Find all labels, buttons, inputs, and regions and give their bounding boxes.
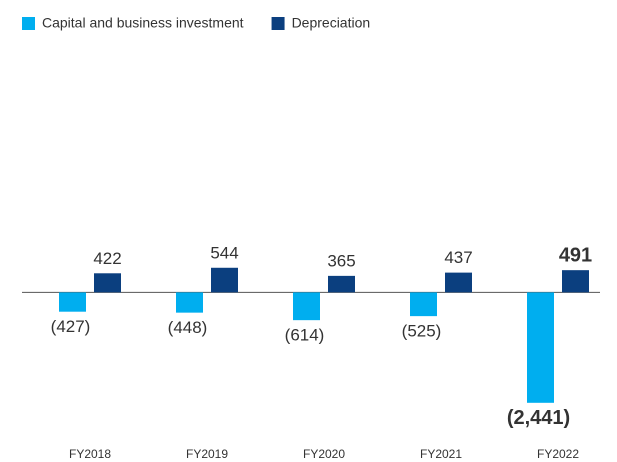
bar bbox=[445, 272, 472, 293]
x-tick-label: FY2021 bbox=[420, 447, 462, 461]
bar bbox=[562, 270, 589, 293]
bar bbox=[59, 292, 86, 312]
data-label: 365 bbox=[327, 251, 355, 270]
data-label: 491 bbox=[559, 244, 592, 266]
bar bbox=[410, 292, 437, 317]
bar bbox=[211, 267, 238, 293]
legend-label: Depreciation bbox=[292, 15, 371, 31]
x-tick-label: FY2018 bbox=[69, 447, 111, 461]
legend-swatch bbox=[271, 17, 285, 30]
x-tick-label: FY2019 bbox=[186, 447, 228, 461]
data-label: (2,441) bbox=[507, 407, 570, 429]
legend-label: Capital and business investment bbox=[42, 15, 244, 31]
data-label: (448) bbox=[168, 318, 208, 337]
bar bbox=[176, 292, 203, 313]
bar bbox=[328, 275, 355, 293]
x-tick-label: FY2022 bbox=[537, 447, 579, 461]
data-label: (427) bbox=[51, 317, 91, 336]
x-tick-label: FY2020 bbox=[303, 447, 345, 461]
data-label: 422 bbox=[93, 249, 121, 268]
data-label: (614) bbox=[285, 326, 325, 345]
legend-swatch bbox=[22, 17, 35, 30]
data-label: 544 bbox=[210, 243, 238, 262]
data-label: (525) bbox=[402, 322, 442, 341]
data-label: 437 bbox=[444, 248, 472, 267]
bar bbox=[293, 292, 320, 321]
bar bbox=[94, 273, 121, 293]
bar bbox=[527, 292, 554, 403]
